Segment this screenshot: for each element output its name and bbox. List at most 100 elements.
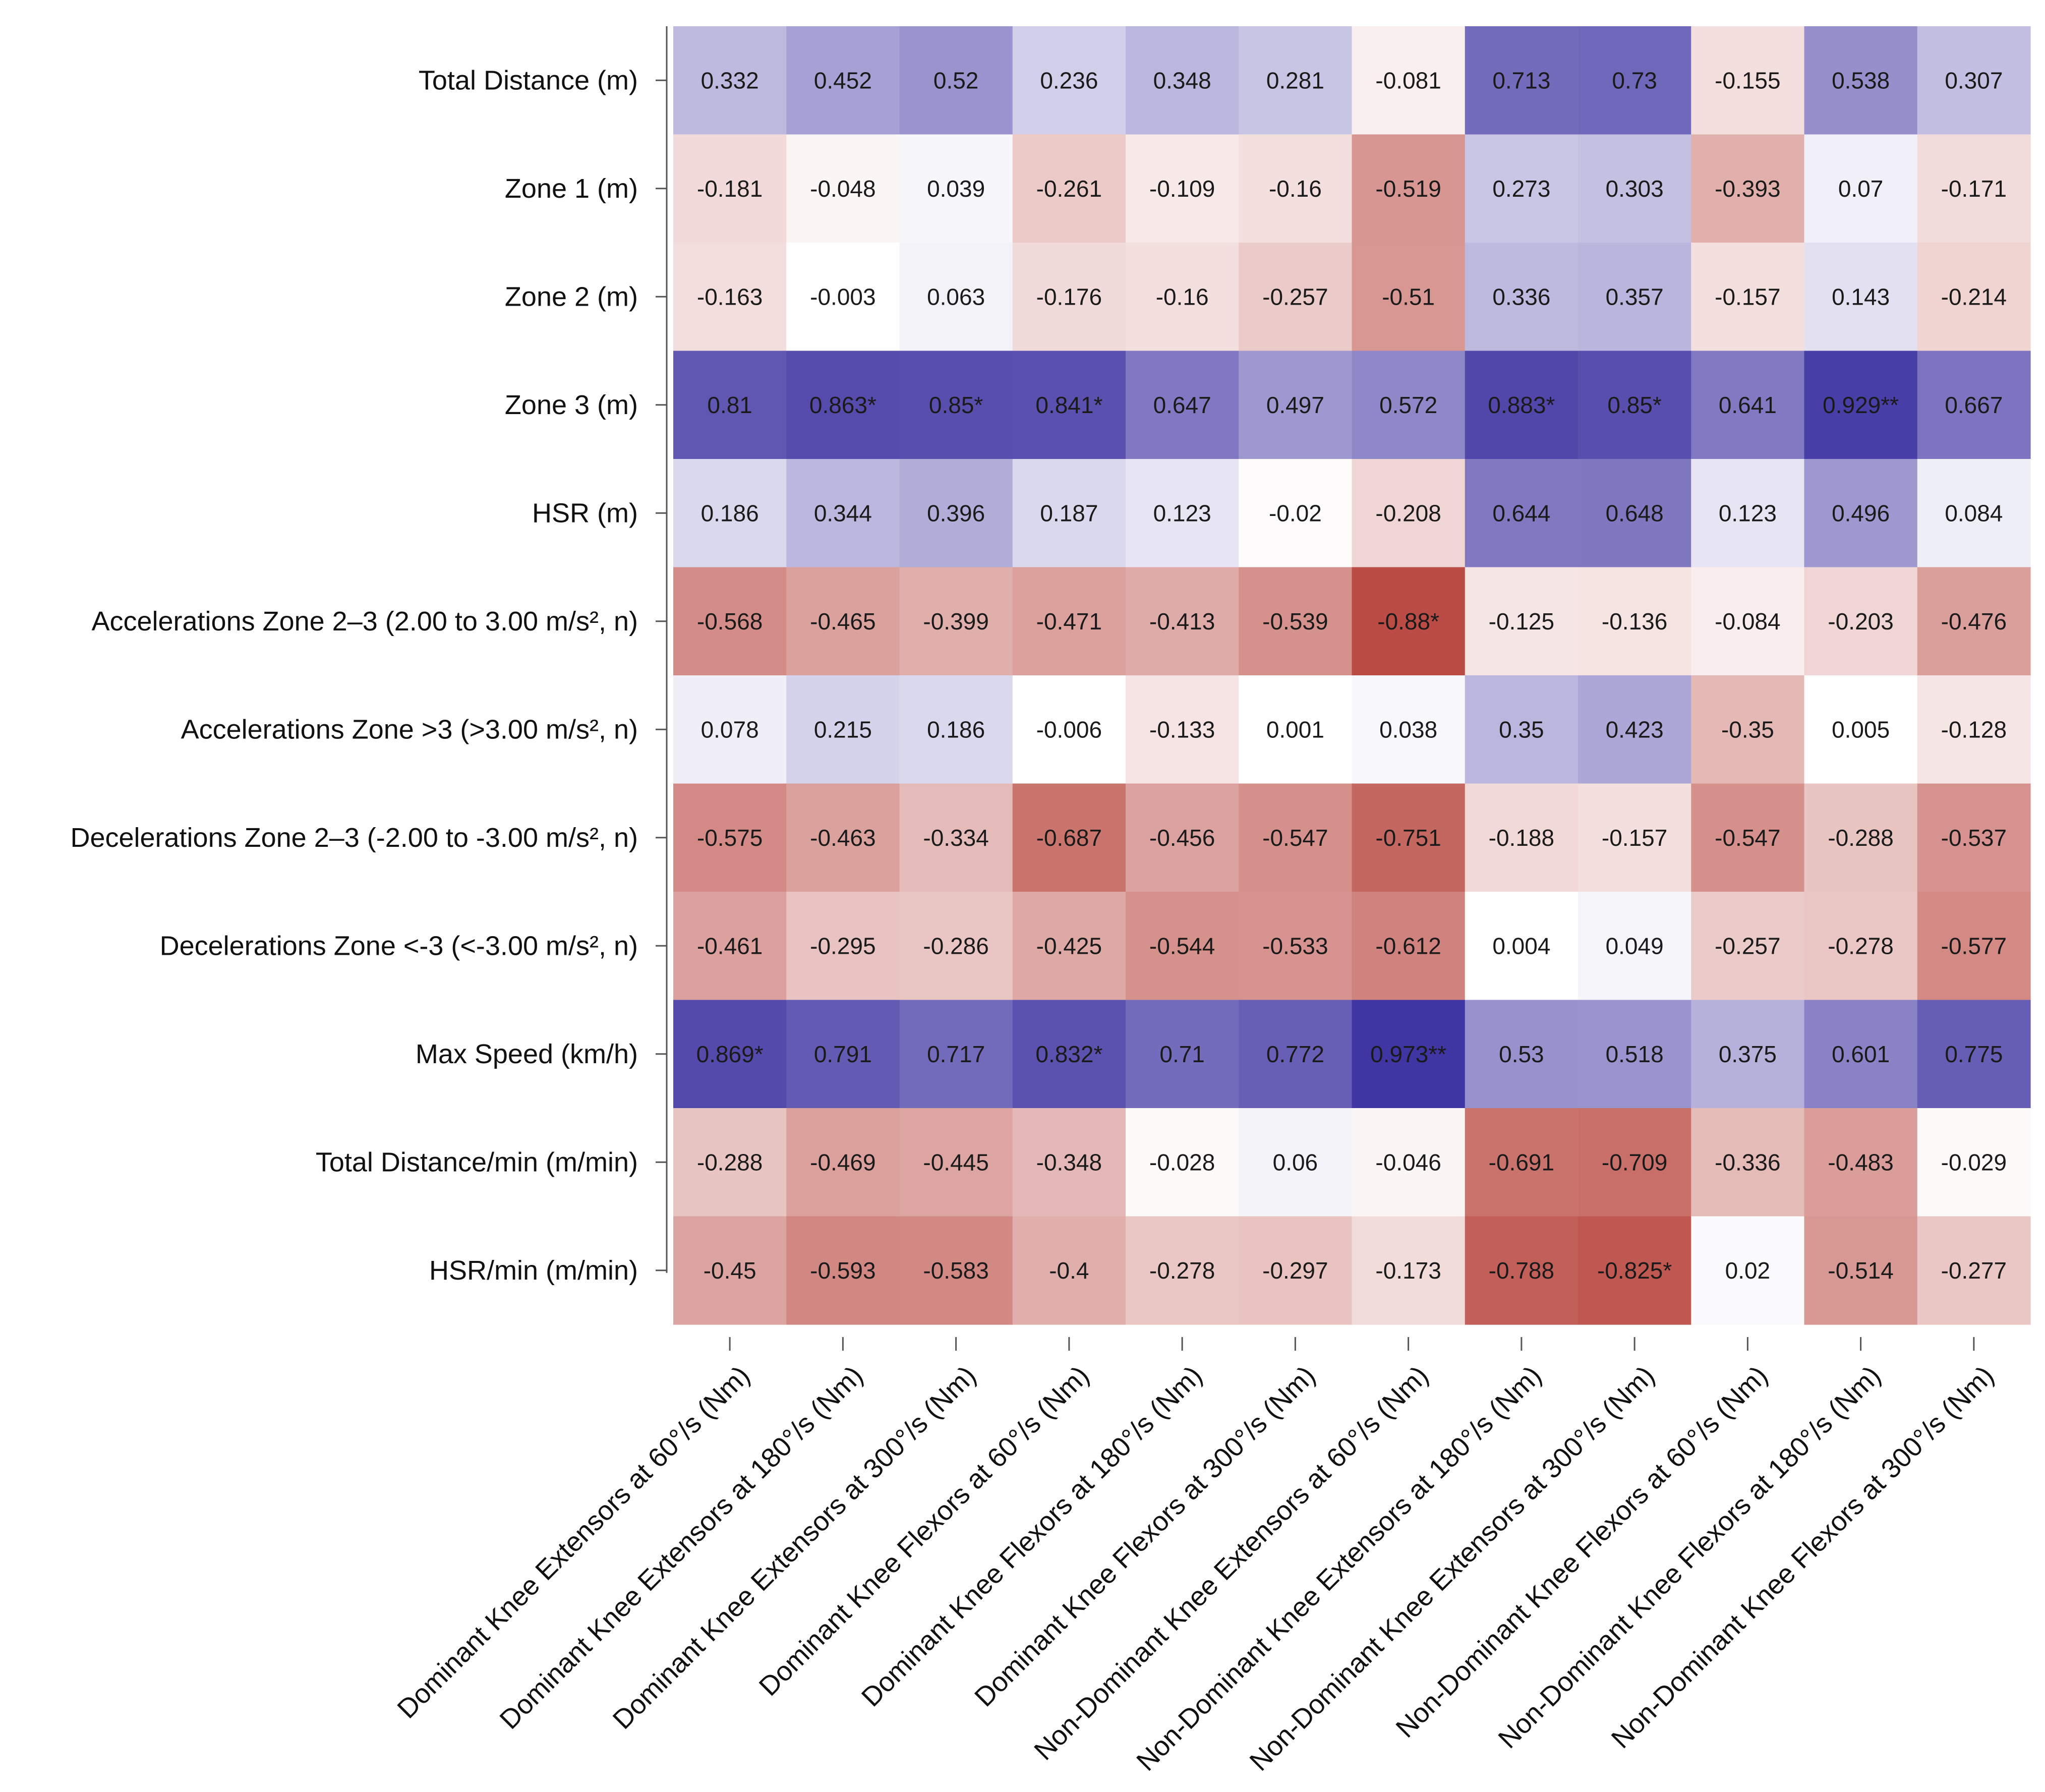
heatmap-cell xyxy=(1126,892,1239,1001)
cell-value-label: -0.028 xyxy=(1149,1149,1215,1175)
cell-value-label: 0.85* xyxy=(1607,392,1662,418)
heatmap-cell xyxy=(1917,783,2031,892)
cell-value-label: -0.188 xyxy=(1489,825,1554,851)
heatmap-cell xyxy=(786,459,900,568)
heatmap-cell xyxy=(1578,1000,1691,1109)
cell-value-label: 0.332 xyxy=(701,67,759,93)
heatmap-cell xyxy=(1917,459,2031,568)
heatmap-cell xyxy=(899,1000,1013,1109)
heatmap-cell xyxy=(673,351,787,459)
heatmap-cell xyxy=(899,351,1013,459)
cell-value-label: 0.73 xyxy=(1612,67,1657,93)
heatmap-cell xyxy=(1012,675,1126,784)
heatmap-cell xyxy=(1126,134,1239,243)
heatmap-cell xyxy=(1126,351,1239,459)
cell-value-label: 0.497 xyxy=(1266,392,1324,418)
cell-value-label: -0.214 xyxy=(1941,283,2007,310)
cell-value-label: -0.709 xyxy=(1602,1149,1667,1175)
row-label-max-speed-km-h: Max Speed (km/h) xyxy=(416,1039,638,1069)
heatmap-cell xyxy=(1465,567,1579,676)
heatmap-cell xyxy=(673,1000,787,1109)
cell-value-label: -0.029 xyxy=(1941,1149,2007,1175)
heatmap-cell xyxy=(1804,783,1918,892)
cell-value-label: 0.52 xyxy=(933,67,979,93)
heatmap-cell xyxy=(1239,134,1353,243)
column-label-non-dominant-knee-extensors-at-300-s-nm: Non-Dominant Knee Extensors at 300°/s (N… xyxy=(1244,1360,1660,1777)
heatmap-cell xyxy=(1917,1216,2031,1325)
cell-value-label: 0.273 xyxy=(1492,176,1550,202)
heatmap-cell xyxy=(1012,459,1126,568)
cell-value-label: -0.125 xyxy=(1489,608,1554,634)
cell-value-label: 0.078 xyxy=(701,716,759,742)
cell-value-label: -0.413 xyxy=(1149,608,1215,634)
heatmap-cells xyxy=(673,26,2031,1325)
cell-value-label: -0.544 xyxy=(1149,933,1215,959)
cell-value-label: 0.375 xyxy=(1719,1041,1777,1067)
cell-value-label: 0.004 xyxy=(1492,933,1550,959)
heatmap-cell xyxy=(1917,1108,2031,1217)
cell-value-label: 0.348 xyxy=(1153,67,1211,93)
heatmap-cell xyxy=(1917,351,2031,459)
cell-value-label: -0.88* xyxy=(1377,608,1439,634)
heatmap-cell xyxy=(1012,26,1126,135)
cell-value-label: 0.143 xyxy=(1832,283,1890,310)
cell-value-label: -0.471 xyxy=(1036,608,1102,634)
cell-value-label: 0.717 xyxy=(927,1041,985,1067)
cell-value-label: 0.215 xyxy=(814,716,872,742)
cell-value-label: 0.123 xyxy=(1153,500,1211,526)
row-label-hsr-min-m-min: HSR/min (m/min) xyxy=(429,1255,638,1286)
cell-value-label: -0.16 xyxy=(1269,176,1322,202)
cell-value-label: 0.005 xyxy=(1832,716,1890,742)
cell-value-label: 0.07 xyxy=(1838,176,1884,202)
heatmap-cell xyxy=(1239,1000,1353,1109)
heatmap-cell xyxy=(1578,892,1691,1001)
heatmap-cell xyxy=(1352,351,1466,459)
heatmap-cell xyxy=(899,1216,1013,1325)
heatmap-cell xyxy=(1691,351,1805,459)
cell-value-label: -0.278 xyxy=(1149,1257,1215,1284)
cell-value-label: 0.538 xyxy=(1832,67,1890,93)
heatmap-cell xyxy=(673,1108,787,1217)
cell-value-label: -0.35 xyxy=(1721,716,1774,742)
heatmap-cell xyxy=(899,783,1013,892)
heatmap-cell xyxy=(1239,26,1353,135)
cell-value-label: 0.667 xyxy=(1945,392,2003,418)
cell-value-label: 0.81 xyxy=(707,392,752,418)
cell-value-label: -0.547 xyxy=(1715,825,1780,851)
cell-value-label: -0.825* xyxy=(1597,1257,1672,1284)
heatmap-cell xyxy=(1691,459,1805,568)
heatmap-cell xyxy=(786,1216,900,1325)
heatmap-cell xyxy=(1804,26,1918,135)
cell-value-label: 0.186 xyxy=(701,500,759,526)
heatmap-cell xyxy=(1804,351,1918,459)
cell-value-label: 0.869* xyxy=(696,1041,764,1067)
cell-value-label: -0.456 xyxy=(1149,825,1215,851)
heatmap-cell xyxy=(1352,1108,1466,1217)
row-labels: Total Distance (m) Zone 1 (m) Zone 2 (m) Zo… xyxy=(70,65,638,1286)
row-label-zone-3-m: Zone 3 (m) xyxy=(505,390,638,420)
cell-value-label: -0.469 xyxy=(810,1149,875,1175)
heatmap-cell xyxy=(1917,675,2031,784)
heatmap-cell xyxy=(673,783,787,892)
heatmap-cell xyxy=(1465,26,1579,135)
heatmap-cell xyxy=(673,675,787,784)
heatmap-cell xyxy=(1804,1216,1918,1325)
cell-value-label: -0.208 xyxy=(1375,500,1441,526)
cell-value-label: -0.461 xyxy=(697,933,763,959)
heatmap-cell xyxy=(1012,1216,1126,1325)
cell-value-label: -0.277 xyxy=(1941,1257,2007,1284)
heatmap-cell xyxy=(1352,26,1466,135)
cell-value-label: -0.02 xyxy=(1269,500,1322,526)
heatmap-cell xyxy=(1465,892,1579,1001)
cell-value-label: -0.691 xyxy=(1489,1149,1554,1175)
cell-value-label: -0.425 xyxy=(1036,933,1102,959)
heatmap-cell xyxy=(1239,783,1353,892)
cell-value-label: -0.295 xyxy=(810,933,875,959)
heatmap-cell xyxy=(1352,783,1466,892)
column-label-non-dominant-knee-flexors-at-180-s-nm: Non-Dominant Knee Flexors at 180°/s (Nm) xyxy=(1492,1360,1886,1754)
cell-value-label: -0.687 xyxy=(1036,825,1102,851)
heatmap-cell xyxy=(1691,243,1805,352)
cell-value-label: 0.281 xyxy=(1266,67,1324,93)
heatmap-cell xyxy=(1691,675,1805,784)
